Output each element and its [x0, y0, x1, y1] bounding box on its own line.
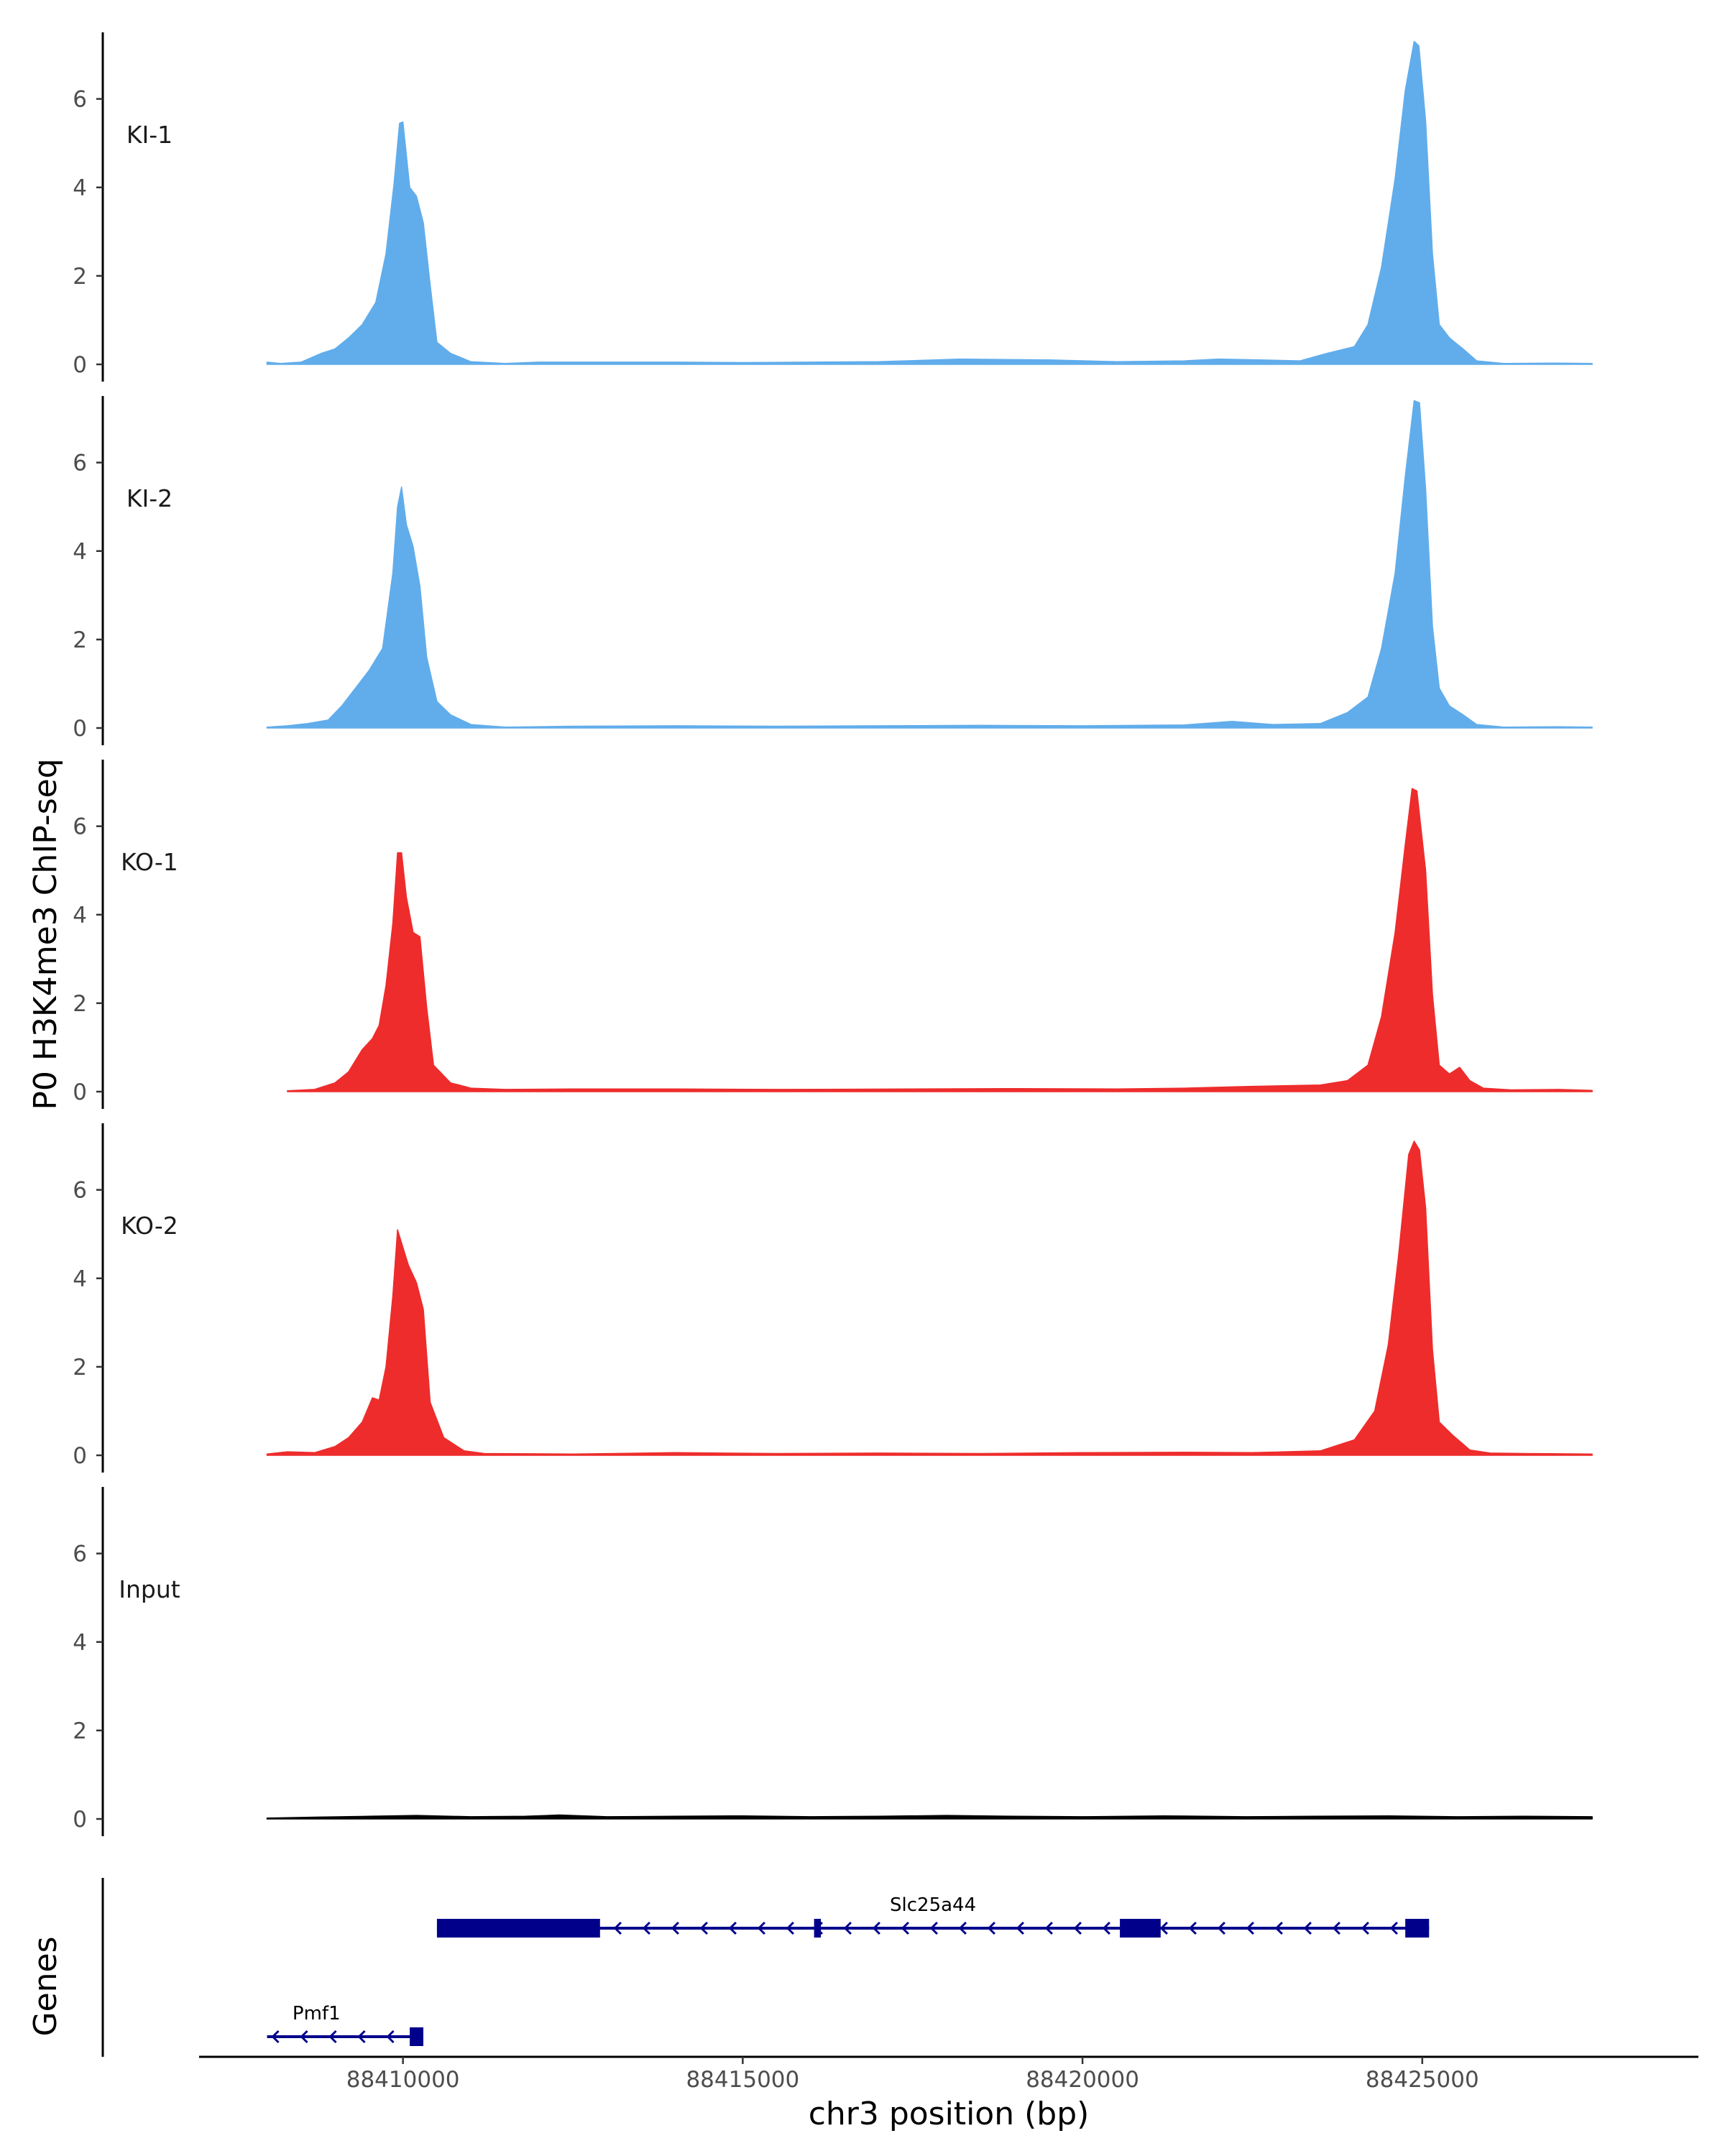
- track-panel: 0 2 4 6 KO-2: [73, 1123, 1593, 1473]
- gene-name-label: Pmf1: [293, 2003, 341, 2024]
- y-tick-label: 2: [73, 1355, 87, 1381]
- track-label: KI-1: [126, 121, 172, 149]
- y-tick-label: 2: [73, 991, 87, 1017]
- x-tick-label: 88425000: [1366, 2067, 1479, 2093]
- x-tick-label: 88410000: [346, 2067, 460, 2093]
- strand-arrow-icon: [901, 1921, 909, 1935]
- strand-arrow-icon: [872, 1921, 880, 1935]
- strand-arrow-icon: [843, 1921, 852, 1935]
- strand-arrow-icon: [1016, 1921, 1024, 1935]
- coverage-area: [266, 1814, 1593, 1820]
- strand-arrow-icon: [1044, 1921, 1053, 1935]
- coverage-area: [266, 400, 1593, 729]
- strand-arrow-icon: [1188, 1921, 1197, 1935]
- strand-arrow-icon: [642, 1921, 650, 1935]
- strand-arrow-icon: [786, 1921, 794, 1935]
- coverage-area: [266, 40, 1593, 365]
- x-tick-label: 88415000: [686, 2067, 799, 2093]
- track-label: KO-2: [121, 1212, 178, 1240]
- track-label: KI-2: [126, 484, 172, 512]
- y-tick-label: 6: [73, 814, 87, 840]
- strand-arrow-icon: [1332, 1921, 1340, 1935]
- strand-arrow-icon: [300, 2030, 308, 2044]
- track-panel: 0 2 4 6 KO-1: [73, 760, 1593, 1109]
- y-tick-label: 6: [73, 451, 87, 476]
- coverage-tracks: 0 2 4 6 KI-1 0 2 4 6 KI-2 0 2 4 6 KO-1 0 2 4 6 KO-2 0 2 4 6 Inpu…: [73, 32, 1593, 1836]
- strand-arrow-icon: [613, 1921, 622, 1935]
- y-tick-label: 0: [73, 1807, 87, 1833]
- strand-arrow-icon: [1361, 1921, 1369, 1935]
- gene-exon: [814, 1919, 822, 1938]
- strand-arrow-icon: [1274, 1921, 1283, 1935]
- y-tick-label: 4: [73, 175, 87, 201]
- strand-arrow-icon: [728, 1921, 737, 1935]
- strand-arrow-icon: [757, 1921, 765, 1935]
- strand-arrow-icon: [1303, 1921, 1312, 1935]
- y-axis-title: P0 H3K4me3 ChIP-seq: [27, 758, 64, 1110]
- strand-arrow-icon: [1159, 1921, 1168, 1935]
- x-axis: 88410000 88415000 88420000 88425000: [199, 2055, 1698, 2093]
- y-tick-label: 4: [73, 1630, 87, 1656]
- gene-exon: [410, 2027, 423, 2046]
- x-tick-label: 88420000: [1026, 2067, 1139, 2093]
- gene-exon: [436, 1919, 600, 1938]
- coverage-area: [266, 1141, 1593, 1456]
- y-tick-label: 0: [73, 352, 87, 378]
- track-panel: 0 2 4 6 KI-2: [73, 396, 1593, 745]
- track-label: Input: [119, 1575, 180, 1603]
- track-panel: 0 2 4 6 Input: [73, 1487, 1593, 1836]
- gene-model: Slc25a44: [436, 1894, 1430, 1938]
- gene-annotation-panel: Slc25a44 Pmf1: [101, 1878, 1430, 2057]
- y-tick-label: 6: [73, 1178, 87, 1204]
- strand-arrow-icon: [1246, 1921, 1254, 1935]
- strand-arrow-icon: [958, 1921, 967, 1935]
- strand-arrow-icon: [929, 1921, 938, 1935]
- y-tick-label: 2: [73, 264, 87, 290]
- gene-model: Pmf1: [267, 2003, 423, 2046]
- strand-arrow-icon: [1073, 1921, 1082, 1935]
- y-tick-label: 2: [73, 1718, 87, 1744]
- strand-arrow-icon: [1102, 1921, 1110, 1935]
- y-tick-label: 0: [73, 716, 87, 742]
- y-tick-label: 6: [73, 1542, 87, 1567]
- gene-exon: [1120, 1919, 1161, 1938]
- strand-arrow-icon: [328, 2030, 337, 2044]
- y-tick-label: 2: [73, 627, 87, 653]
- strand-arrow-icon: [987, 1921, 995, 1935]
- strand-arrow-icon: [386, 2030, 395, 2044]
- track-label: KO-1: [121, 848, 178, 876]
- y-tick-label: 0: [73, 1079, 87, 1105]
- strand-arrow-icon: [271, 2030, 280, 2044]
- y-tick-label: 4: [73, 1266, 87, 1292]
- track-panel: 0 2 4 6 KI-1: [73, 32, 1593, 382]
- y-tick-label: 4: [73, 903, 87, 929]
- strand-arrow-icon: [699, 1921, 708, 1935]
- strand-arrow-icon: [1217, 1921, 1225, 1935]
- strand-arrow-icon: [1389, 1921, 1398, 1935]
- y-tick-label: 6: [73, 87, 87, 113]
- x-axis-title: chr3 position (bp): [809, 2096, 1090, 2132]
- strand-arrow-icon: [671, 1921, 679, 1935]
- gene-exon: [1405, 1919, 1430, 1938]
- y-tick-label: 0: [73, 1443, 87, 1469]
- strand-arrow-icon: [357, 2030, 366, 2044]
- y-tick-label: 4: [73, 539, 87, 565]
- genes-axis-title: Genes: [27, 1936, 64, 2036]
- coverage-area: [287, 788, 1593, 1092]
- gene-name-label: Slc25a44: [890, 1894, 976, 1916]
